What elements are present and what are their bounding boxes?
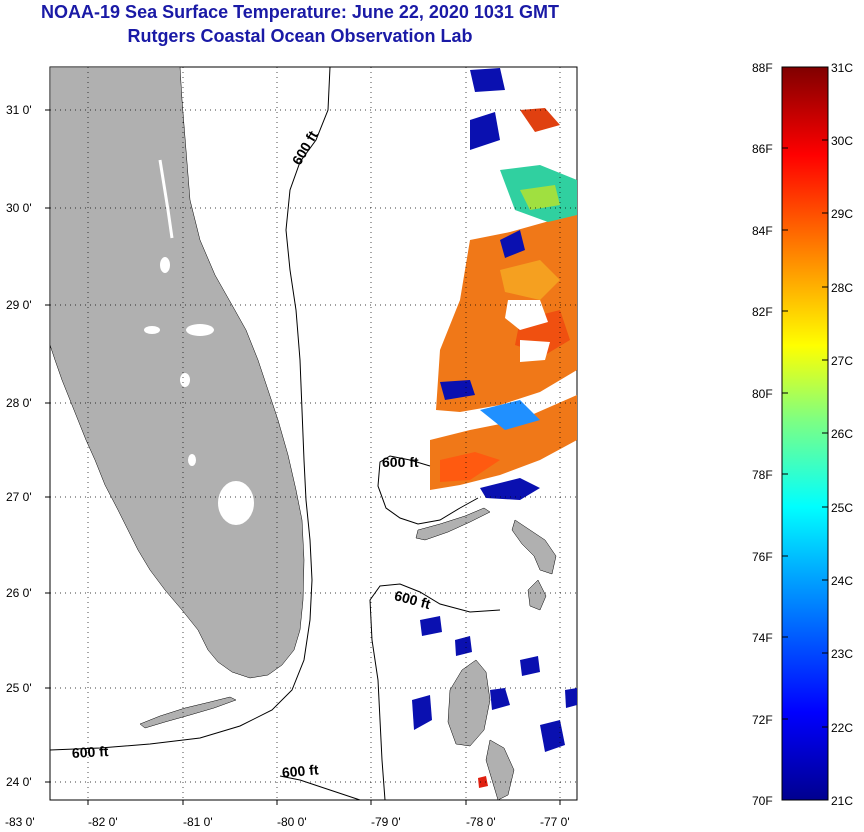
florida-keys bbox=[139, 696, 237, 729]
colorbar-f-label: 82F bbox=[752, 305, 773, 319]
inland-lake bbox=[160, 257, 170, 273]
colorbar-f-label: 70F bbox=[752, 794, 773, 808]
latitude-label: 25 0' bbox=[6, 681, 32, 695]
colorbar-f-label: 88F bbox=[752, 61, 773, 75]
latitude-label: 29 0' bbox=[6, 298, 32, 312]
contour-label: 600 ft bbox=[72, 743, 110, 761]
colorbar-c-label: 21C bbox=[831, 794, 853, 808]
longitude-label: -81 0' bbox=[183, 815, 213, 829]
florida-land bbox=[50, 67, 305, 679]
abaco-islands bbox=[511, 519, 557, 575]
longitude-label: -80 0' bbox=[277, 815, 307, 829]
latitude-label: 31 0' bbox=[6, 103, 32, 117]
axis-ticks bbox=[45, 109, 561, 805]
latitude-label: 27 0' bbox=[6, 490, 32, 504]
inland-lake bbox=[188, 454, 196, 466]
sst-swath bbox=[412, 68, 577, 788]
latitude-label: 26 0' bbox=[6, 586, 32, 600]
colorbar-c-label: 23C bbox=[831, 647, 853, 661]
colorbar-f-ticks bbox=[782, 66, 788, 801]
colorbar-f-label: 74F bbox=[752, 631, 773, 645]
map-subtitle: Rutgers Coastal Ocean Observation Lab bbox=[127, 26, 473, 46]
longitude-label: -78 0' bbox=[466, 815, 496, 829]
latitude-label: 30 0' bbox=[6, 201, 32, 215]
colorbar-c-label: 22C bbox=[831, 721, 853, 735]
latitude-label: 24 0' bbox=[6, 775, 32, 789]
grand-bahama bbox=[415, 507, 491, 541]
inland-lake bbox=[144, 326, 160, 334]
colorbar-c-label: 27C bbox=[831, 354, 853, 368]
map-contents bbox=[50, 67, 577, 800]
colorbar-f-label: 78F bbox=[752, 468, 773, 482]
st-johns-river bbox=[158, 159, 174, 239]
eleuthera-island bbox=[485, 739, 515, 800]
colorbar-c-label: 25C bbox=[831, 501, 853, 515]
colorbar-c-label: 24C bbox=[831, 574, 853, 588]
contour-label: 600 ft bbox=[281, 761, 319, 780]
colorbar-f-label: 80F bbox=[752, 387, 773, 401]
map-title: NOAA-19 Sea Surface Temperature: June 22… bbox=[41, 2, 559, 22]
colorbar-f-label: 84F bbox=[752, 224, 773, 238]
colorbar-c-label: 26C bbox=[831, 427, 853, 441]
longitude-label: -83 0' bbox=[5, 815, 35, 829]
contour-label: 600 ft bbox=[382, 454, 419, 470]
colorbar-f-label: 86F bbox=[752, 142, 773, 156]
colorbar-c-label: 31C bbox=[831, 61, 853, 75]
colorbar-f-label: 76F bbox=[752, 550, 773, 564]
title-block: NOAA-19 Sea Surface Temperature: June 22… bbox=[0, 0, 600, 48]
colorbar bbox=[781, 66, 829, 801]
inland-lake bbox=[186, 324, 214, 336]
longitude-label: -79 0' bbox=[371, 815, 401, 829]
abaco-south bbox=[527, 579, 547, 611]
colorbar-c-label: 28C bbox=[831, 281, 853, 295]
graticule bbox=[50, 67, 577, 800]
colorbar-c-label: 29C bbox=[831, 207, 853, 221]
colorbar-c-label: 30C bbox=[831, 134, 853, 148]
inland-lake bbox=[180, 373, 190, 387]
colorbar-f-label: 72F bbox=[752, 713, 773, 727]
latitude-label: 28 0' bbox=[6, 396, 32, 410]
longitude-label: -77 0' bbox=[540, 815, 570, 829]
longitude-label: -82 0' bbox=[88, 815, 118, 829]
andros-island bbox=[447, 659, 491, 747]
lake-okeechobee bbox=[218, 481, 254, 525]
colorbar-c-ticks bbox=[822, 66, 828, 801]
